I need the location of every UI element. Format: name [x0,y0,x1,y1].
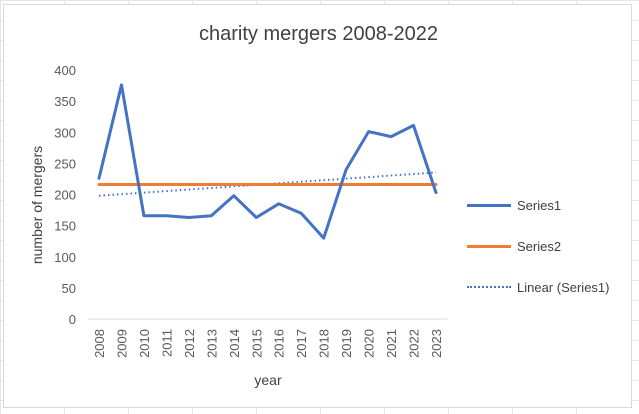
legend-item-trendline[interactable]: Linear (Series1) [467,277,610,297]
y-tick-label: 150 [54,219,76,234]
y-axis-title: number of mergers [29,145,45,265]
legend-item-series2[interactable]: Series2 [467,236,610,256]
series-layer [97,83,438,240]
x-tick-label: 2020 [362,329,377,358]
y-tick-label: 50 [62,281,76,296]
y-tick-label: 400 [54,63,76,78]
x-tick-label: 2010 [137,329,152,358]
y-tick-label: 100 [54,250,76,265]
x-tick-label: 2017 [294,329,309,358]
legend-label-series1: Series1 [517,197,562,213]
legend[interactable]: Series1 Series2 Linear (Series1) [467,195,610,318]
chart-title: charity mergers 2008-2022 [198,23,438,45]
x-tick-label: 2013 [204,329,219,358]
x-tick-label: 2023 [429,329,444,358]
chart-area[interactable]: 0 50 100 150 200 250 300 350 400 2008 2009 2010 201… [3,4,632,408]
y-tick-label: 300 [54,125,76,140]
legend-swatch-trendline [467,286,511,288]
y-tick-label: 0 [69,312,76,327]
x-tick-label: 2016 [272,329,287,358]
line-chart: 0 50 100 150 200 250 300 350 400 2008 2009 2010 201… [54,63,448,358]
x-tick-label: 2015 [249,329,264,358]
legend-label-trendline: Linear (Series1) [517,279,610,295]
x-tick-label: 2009 [114,329,129,358]
y-tick-label: 250 [54,156,76,171]
x-tick-label: 2021 [384,329,399,358]
x-axis-ticks: 2008 2009 2010 2011 2012 2013 2014 2015 2016 2017… [92,329,444,358]
y-axis-ticks: 0 50 100 150 200 250 300 350 400 [54,63,76,327]
x-tick-label: 2019 [339,329,354,358]
x-tick-label: 2011 [159,329,174,357]
x-axis-title: year [254,372,282,388]
x-tick-label: 2008 [92,329,107,358]
series-line-series1[interactable] [97,83,438,240]
legend-item-series1[interactable]: Series1 [467,195,610,215]
x-tick-label: 2014 [227,329,242,358]
x-tick-label: 2012 [182,329,197,358]
legend-label-series2: Series2 [517,238,562,254]
legend-swatch-series1 [467,203,511,207]
legend-swatch-series2 [467,244,511,248]
x-tick-label: 2022 [407,329,422,358]
x-tick-label: 2018 [317,329,332,358]
y-tick-label: 200 [54,188,76,203]
y-tick-label: 350 [54,94,76,109]
